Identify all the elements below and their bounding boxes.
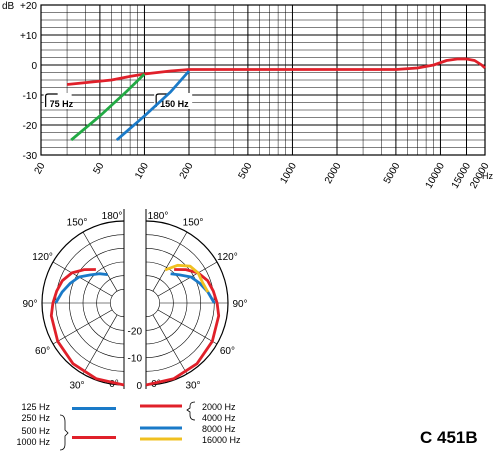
- x-tick-label: 20: [33, 161, 48, 177]
- response-curve: [70, 72, 146, 142]
- polar-spoke: [82, 231, 118, 292]
- angle-label: 60°: [35, 346, 50, 357]
- angle-label: 60°: [220, 346, 235, 357]
- y-tick-label: +10: [20, 31, 37, 42]
- legend-label: 2000 Hz: [202, 402, 236, 412]
- x-tick-label: 500: [237, 161, 255, 181]
- angle-label: 30°: [185, 380, 200, 391]
- polar-curve: [164, 263, 210, 293]
- polar-spoke: [152, 231, 188, 292]
- y-tick-label: +20: [20, 1, 37, 12]
- model-label: C 451B: [420, 428, 478, 447]
- filter-curve-icon: [155, 93, 169, 107]
- x-tick-label: 5000: [382, 161, 403, 186]
- y-tick-label: -10: [23, 91, 38, 102]
- angle-label: 0°: [109, 379, 119, 390]
- polar-spoke: [52, 261, 113, 297]
- legend-label: 4000 Hz: [202, 413, 236, 423]
- annotation-label: 150 Hz: [160, 99, 189, 109]
- radial-label: 0: [136, 381, 142, 392]
- polar-spoke: [152, 314, 188, 375]
- polar-ring: [110, 289, 125, 317]
- angle-label: 30°: [69, 380, 84, 391]
- y-axis-label: dB: [2, 1, 15, 12]
- polar-curve: [145, 268, 221, 387]
- legend-label: 8000 Hz: [202, 424, 236, 434]
- polar-ring: [145, 289, 160, 317]
- x-tick-label: 100: [133, 161, 151, 181]
- filter-curve-icon: [45, 93, 58, 107]
- annotation-label: 75 Hz: [50, 99, 74, 109]
- radial-label: -20: [128, 326, 143, 337]
- response-curve: [66, 57, 486, 86]
- angle-label: 0°: [151, 379, 161, 390]
- legend-label: 125 Hz: [21, 402, 50, 412]
- legend-brace: [59, 414, 69, 451]
- legend-label: 16000 Hz: [202, 435, 241, 445]
- polar-spoke: [157, 309, 218, 345]
- x-tick-label: 2000: [323, 161, 344, 186]
- plot-frame: [40, 4, 486, 156]
- radial-label: -10: [128, 354, 143, 365]
- polar-spoke: [52, 309, 113, 345]
- frequency-response-chart: +20 +10 0 -10 -20 -30 dB 20 50 100 200 500 1000 2000 5…: [2, 1, 493, 191]
- x-tick-label: 10000: [424, 161, 448, 191]
- angle-label: 150°: [67, 218, 88, 229]
- x-axis-label: Hz: [482, 171, 493, 181]
- angle-label: 180°: [148, 211, 169, 222]
- angle-label: 150°: [183, 218, 204, 229]
- polar-spoke: [82, 314, 118, 375]
- filter-annotation: 75 Hz: [43, 93, 74, 109]
- x-tick-label: 50: [91, 161, 106, 177]
- response-curve: [115, 70, 191, 142]
- legend-label: 1000 Hz: [16, 437, 50, 447]
- polar-spoke: [157, 261, 218, 297]
- polar-curve: [49, 268, 125, 387]
- angle-label: 120°: [32, 252, 53, 263]
- legend-label: 250 Hz: [21, 413, 50, 423]
- y-tick-label: 0: [31, 61, 37, 72]
- y-tick-label: -30: [23, 151, 38, 162]
- legend-brace: [186, 401, 196, 421]
- annotation-bg: [43, 93, 72, 109]
- y-tick-label: -20: [23, 121, 38, 132]
- angle-label: 180°: [102, 211, 123, 222]
- polar-curve: [54, 272, 108, 304]
- angle-label: 120°: [217, 252, 238, 263]
- polar-pattern-chart: 180° 180° 150° 150° 120° 120° 90° 90° 60° 60° 30° 3…: [16, 209, 248, 451]
- legend-label: 500 Hz: [21, 426, 50, 436]
- angle-label: 90°: [22, 299, 37, 310]
- polar-curve: [170, 272, 216, 304]
- angle-label: 90°: [232, 299, 247, 310]
- x-tick-label: 1000: [278, 161, 299, 186]
- x-tick-label: 200: [178, 161, 196, 181]
